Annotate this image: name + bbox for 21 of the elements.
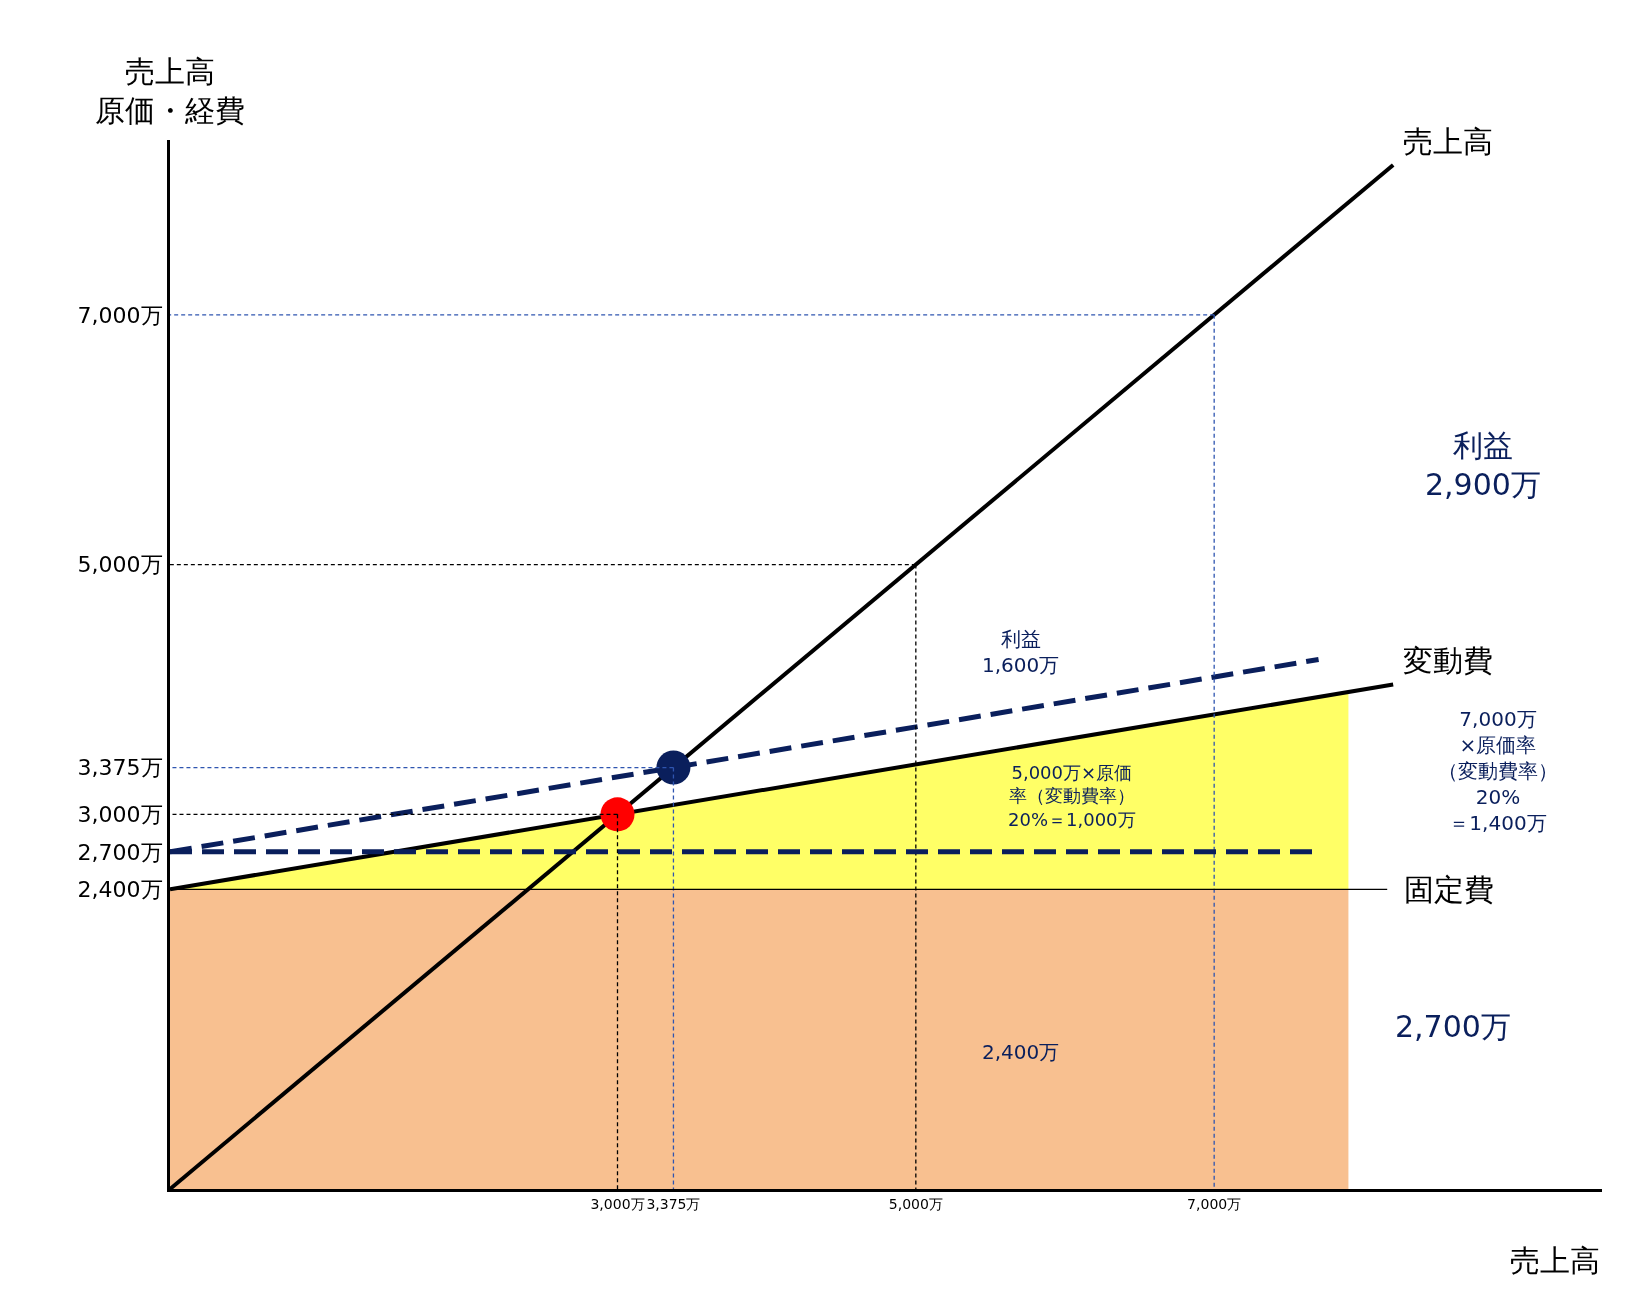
annotation: 利益1,600万 bbox=[982, 627, 1060, 677]
y-tick-label: 2,700万 bbox=[77, 839, 163, 865]
x-axis-title: 売上高 bbox=[1510, 1243, 1600, 1278]
y-tick-label: 3,000万 bbox=[77, 802, 163, 828]
y-tick-label: 5,000万 bbox=[77, 552, 163, 578]
annotation: 5,000万×原価率（変動費率）20%＝1,000万 bbox=[1008, 762, 1136, 830]
y-tick-label: 2,400万 bbox=[77, 876, 163, 902]
y-tick-label: 3,375万 bbox=[77, 755, 163, 781]
annotation: 7,000万×原価率（変動費率）20%＝1,400万 bbox=[1438, 707, 1558, 835]
x-tick-label: 7,000万 bbox=[1187, 1195, 1242, 1212]
series-label: 変動費 bbox=[1403, 643, 1493, 678]
annotation: 利益2,900万 bbox=[1425, 428, 1541, 502]
annotation: 2,700万 bbox=[1395, 1009, 1511, 1044]
x-tick-label: 3,000万 bbox=[590, 1195, 645, 1212]
y-axis-title: 売上高原価・経費 bbox=[95, 54, 245, 128]
y-tick-label: 7,000万 bbox=[77, 302, 163, 328]
x-tick-label: 3,375万 bbox=[646, 1195, 701, 1212]
annotation: 2,400万 bbox=[982, 1040, 1060, 1064]
ref-line-label: 固定費 bbox=[1404, 872, 1494, 907]
x-tick-label: 5,000万 bbox=[888, 1195, 943, 1212]
series-label: 売上高 bbox=[1403, 124, 1493, 159]
